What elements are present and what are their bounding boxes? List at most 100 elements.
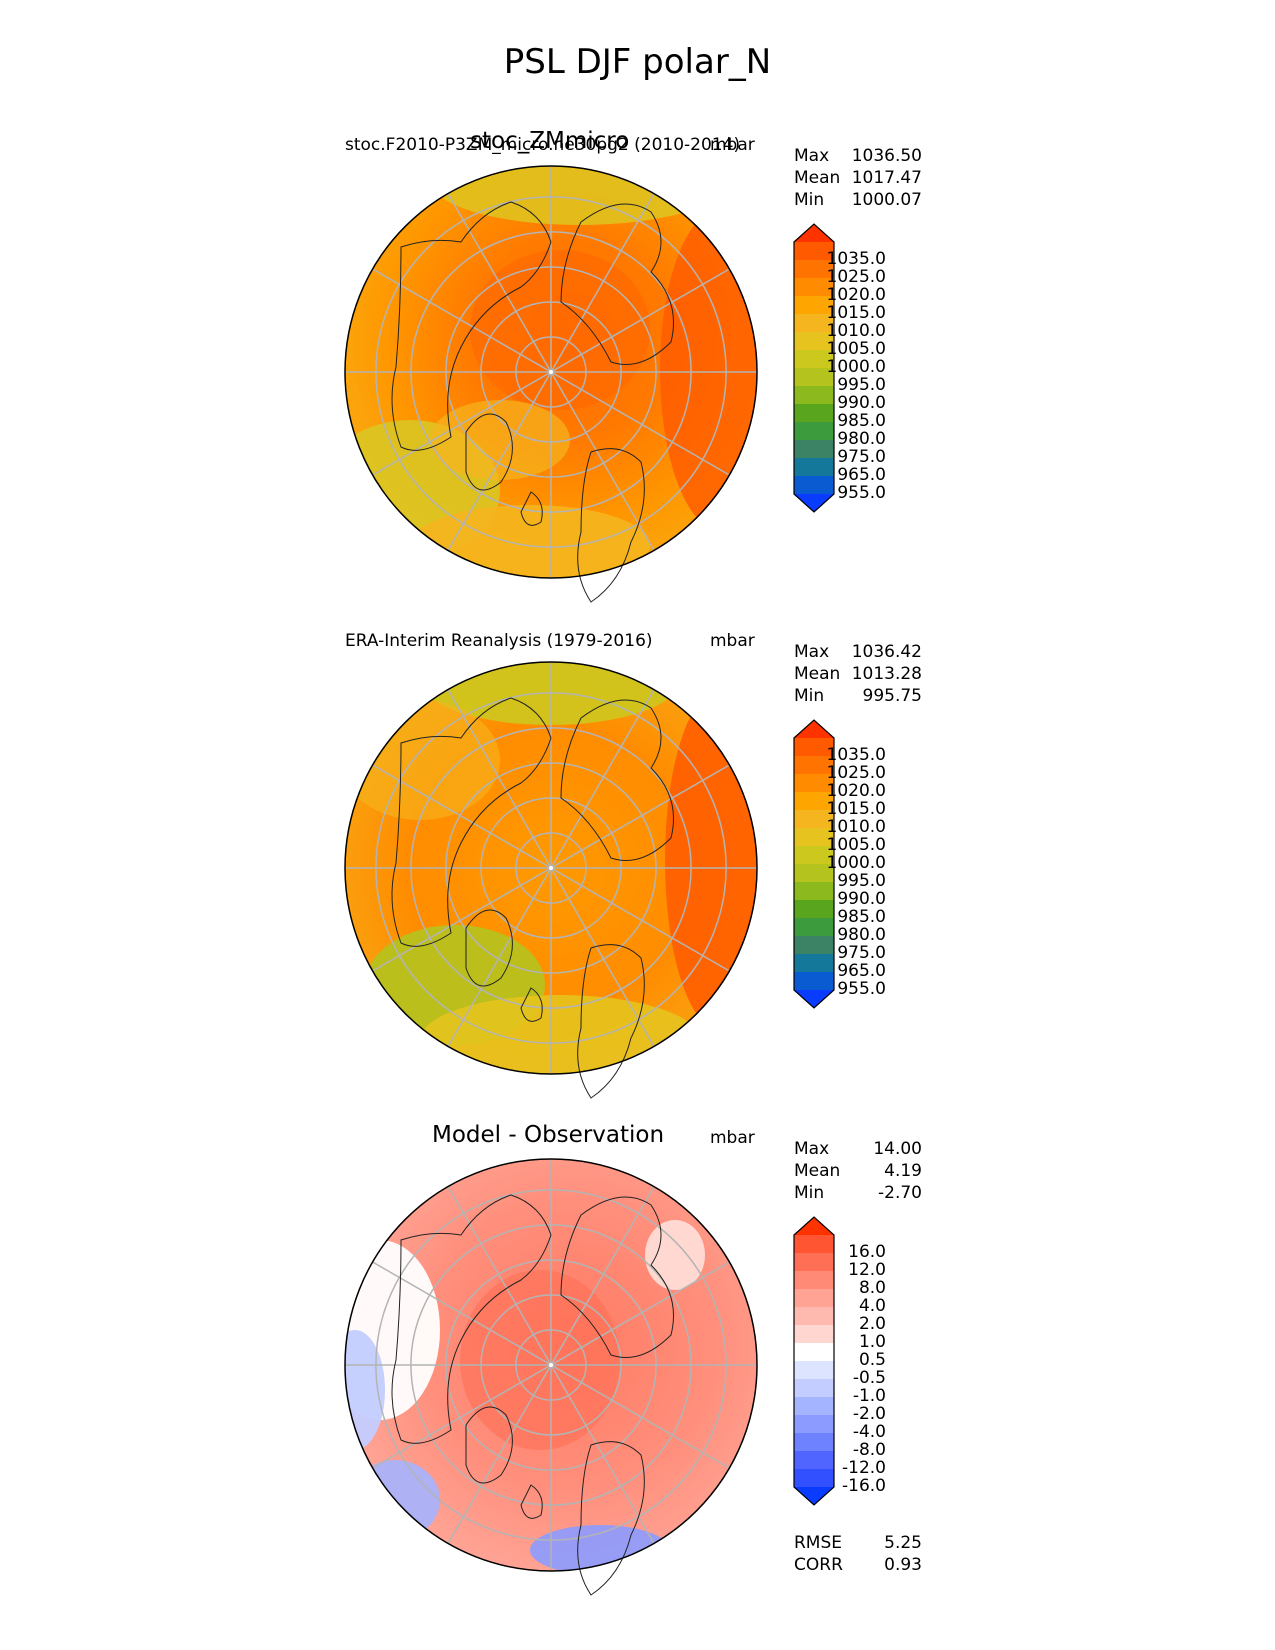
colorbar-tick-label: 955.0 [837,979,886,999]
colorbar-segment [794,1289,834,1308]
stat-label: Min [794,686,825,706]
colorbar-tick-label: 990.0 [837,889,886,909]
panel1-map [345,166,757,578]
colorbar-tick-label: 1010.0 [826,321,886,341]
colorbar-segment [794,296,834,315]
colorbar-extend-min [794,1487,834,1505]
map-outline [344,165,758,579]
colorbar-tick-label: -16.0 [842,1476,886,1496]
colorbar-tick-label: 16.0 [848,1242,886,1262]
colorbar-tick-label: 1005.0 [826,835,886,855]
stat-label: Mean [794,1161,841,1181]
colorbar-segment [794,440,834,459]
colorbar-tick-label: -0.5 [852,1368,886,1388]
colorbar-tick-label: 4.0 [858,1296,886,1316]
stat-value: 1017.47 [851,168,922,188]
colorbar-segment [794,1415,834,1434]
colorbar-segment [794,774,834,793]
map2-high-lat-band [420,662,680,725]
coastline [520,987,543,1022]
colorbar-segment [794,476,834,495]
stat-value: 4.19 [884,1161,922,1181]
colorbar-tick-label: 1015.0 [826,303,886,323]
colorbar-segment [794,1361,834,1380]
colorbar-segment [794,846,834,865]
colorbar-segment [794,936,834,955]
metric-label: RMSE [794,1533,843,1553]
colorbar-segment [794,1235,834,1254]
colorbar-segment [794,350,834,369]
colorbar-tick-label: 1025.0 [826,267,886,287]
colorbar-tick-label: -8.0 [852,1440,886,1460]
colorbar-segment [794,810,834,829]
coastline [465,413,513,491]
colorbar-tick-label: 980.0 [837,429,886,449]
colorbar-segment [794,1271,834,1290]
colorbar-tick-label: 0.5 [858,1350,886,1370]
coastline [577,944,645,1099]
colorbar-segment [794,972,834,991]
colorbar-segment [794,260,834,279]
coastline [577,448,645,603]
colorbar-tick-label: 2.0 [858,1314,886,1334]
stat-value: -2.70 [878,1183,922,1203]
map3-west-negative [345,1330,385,1450]
stat-value: 1036.50 [851,146,922,166]
pole-marker [549,1363,553,1367]
colorbar-outline [793,1216,835,1506]
colorbar-segment [794,828,834,847]
panel3-stats: Max 14.00 Mean 4.19 Min -2.70 [794,1139,922,1205]
coastline [560,1196,674,1358]
coastline [560,699,674,861]
panel1-graticule [344,165,758,603]
panel1-title-center: stoc_ZMmicro [470,128,630,154]
colorbar-extend-min [794,494,834,512]
colorbar-segment [794,1451,834,1470]
map2-east-high [665,690,757,1030]
colorbar-segment [794,756,834,775]
metric-value: 0.93 [884,1555,922,1575]
colorbar-tick-label: 1005.0 [826,339,886,359]
colorbar-segment [794,738,834,757]
figure-title: PSL DJF polar_N [503,42,772,82]
colorbar-segment [794,1379,834,1398]
colorbar-segment [794,1397,834,1416]
colorbar-segment [794,386,834,405]
stat-label: Min [794,190,825,210]
colorbar-outline [793,719,835,1009]
panel1-stats: Max 1036.50 Mean 1017.47 Min 1000.07 [794,146,922,212]
colorbar-segment [794,1253,834,1272]
colorbar-extend-min [794,990,834,1008]
colorbar-segment [794,954,834,973]
colorbar-extend-max [794,1217,834,1235]
colorbar-segment [794,1325,834,1344]
map1-east-high [660,210,757,530]
colorbar-tick-label: 1020.0 [826,781,886,801]
colorbar-tick-label: 965.0 [837,961,886,981]
panel3-units: mbar [710,1128,755,1148]
colorbar-extend-max [794,224,834,242]
stat-value: 1013.28 [851,664,922,684]
stat-label: Max [794,1139,830,1159]
colorbar-tick-label: 990.0 [837,393,886,413]
colorbar-tick-label: 975.0 [837,447,886,467]
colorbar-tick-label: 1000.0 [826,853,886,873]
colorbar-tick-label: 995.0 [837,871,886,891]
colorbar-tick-label: 985.0 [837,411,886,431]
stat-value: 1036.42 [851,642,922,662]
colorbar-tick-label: 1020.0 [826,285,886,305]
panel1-coastlines [391,201,674,603]
panel3-metrics: RMSE 5.25 CORR 0.93 [794,1533,922,1577]
coastline [560,203,674,365]
panel2-graticule [344,661,758,1099]
colorbar-tick-label: 1035.0 [826,745,886,765]
map3-northeast-weak [645,1220,705,1290]
colorbar-segment [794,1469,834,1488]
map2-west-band [345,700,500,820]
colorbar-extend-max [794,720,834,738]
panel3-graticule [344,1158,758,1596]
colorbar-tick-label: 1.0 [858,1332,886,1352]
colorbar-segment [794,1433,834,1452]
colorbar-tick-label: -1.0 [852,1386,886,1406]
colorbar-tick-label: 985.0 [837,907,886,927]
